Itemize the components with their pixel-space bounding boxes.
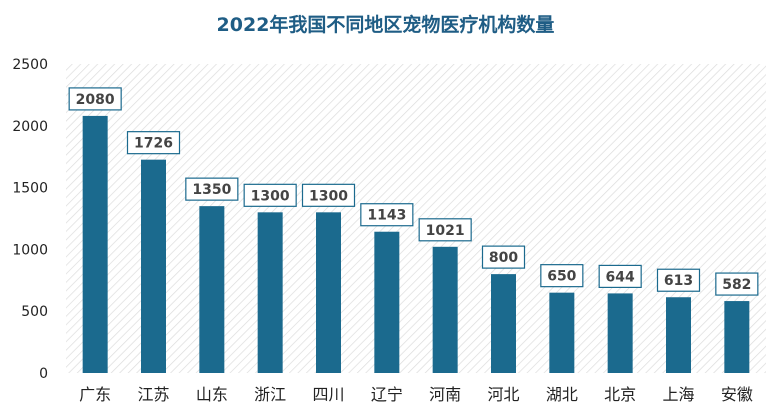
bar (724, 301, 750, 373)
x-tick-label: 江苏 (137, 385, 169, 404)
x-tick-label: 四川 (312, 385, 344, 404)
y-tick-label: 0 (39, 366, 48, 382)
data-label-box (68, 87, 122, 111)
bar (374, 231, 400, 373)
data-label-box (243, 183, 297, 207)
x-tick-label: 广东 (79, 385, 111, 404)
plot-area-background (66, 64, 766, 373)
data-label-box (418, 218, 472, 242)
x-axis: 广东 江苏 山东 浙江 四川 辽宁 河南 河北 湖北 北京 上海 安徽 (79, 385, 753, 404)
bar (491, 274, 516, 373)
chart-title: 2022年我国不同地区宠物医疗机构数量 (216, 14, 555, 36)
data-label-box (656, 268, 701, 292)
data-label: 800 (489, 250, 518, 266)
bars (82, 115, 750, 374)
data-label-box (540, 264, 584, 288)
bar (257, 212, 283, 373)
x-tick-label: 河北 (487, 385, 519, 404)
bar (199, 206, 225, 373)
data-label-box (126, 131, 181, 155)
data-label: 1300 (251, 188, 290, 204)
data-label: 644 (606, 269, 635, 285)
data-label: 650 (547, 269, 576, 285)
y-axis: 0 500 1000 1500 2000 2500 (12, 57, 48, 382)
bar (549, 292, 575, 373)
x-tick-label: 湖北 (546, 385, 578, 404)
bar (141, 159, 166, 373)
y-tick-label: 500 (21, 304, 48, 320)
x-tick-label: 上海 (662, 385, 694, 404)
bar (316, 212, 341, 373)
data-labels: 2080 1726 1350 1300 1300 1143 1021 800 650 644 613… (68, 87, 759, 296)
data-label: 1143 (367, 208, 406, 224)
data-label-box (301, 183, 356, 207)
data-label: 1726 (134, 136, 173, 152)
data-label: 582 (722, 277, 751, 293)
x-tick-label: 辽宁 (371, 385, 403, 404)
data-label-box (598, 264, 642, 289)
data-label: 1021 (426, 223, 465, 239)
y-tick-label: 2500 (12, 57, 48, 73)
data-label: 1300 (309, 188, 348, 204)
x-tick-label: 浙江 (254, 385, 286, 404)
data-label-box (185, 177, 239, 201)
data-label-box (360, 203, 414, 227)
data-label: 613 (664, 273, 693, 289)
y-tick-label: 2000 (12, 119, 48, 135)
data-label: 1350 (192, 182, 231, 198)
data-label-box (715, 272, 759, 296)
data-label: 2080 (76, 92, 115, 108)
x-tick-label: 山东 (196, 385, 228, 404)
data-label-box (481, 245, 526, 269)
bar (82, 115, 108, 374)
bar (432, 246, 458, 373)
y-tick-label: 1000 (12, 242, 48, 258)
bar (666, 297, 691, 373)
x-tick-label: 河南 (429, 385, 461, 404)
y-tick-label: 1500 (12, 181, 48, 197)
bar (607, 293, 633, 373)
x-tick-label: 安徽 (721, 385, 753, 404)
x-tick-label: 北京 (604, 385, 636, 404)
